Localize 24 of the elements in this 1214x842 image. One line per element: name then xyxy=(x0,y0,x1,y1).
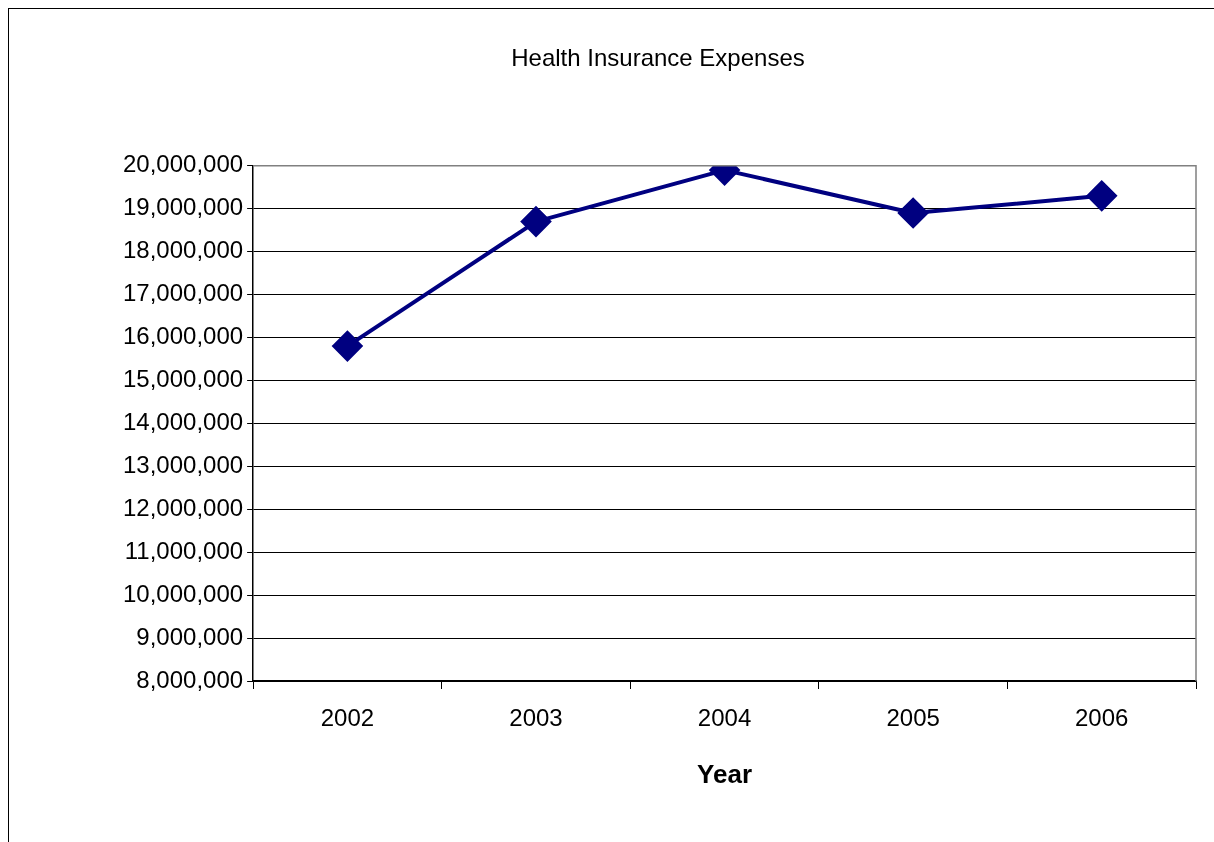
x-tick-label: 2006 xyxy=(1075,704,1129,732)
point xyxy=(1086,180,1117,211)
y-tick-label: 18,000,000 xyxy=(122,236,244,264)
y-tick-label: 15,000,000 xyxy=(122,365,244,393)
y-tick-label: 17,000,000 xyxy=(122,279,244,307)
x-tick-label: 2002 xyxy=(320,704,375,732)
y-tick-label: 14,000,000 xyxy=(122,408,244,436)
y-tick-label: 10,000,000 xyxy=(122,579,244,607)
y-tick-label: 8,000,000 xyxy=(136,665,244,693)
y-tick-label: 13,000,000 xyxy=(122,450,244,478)
chart-title: Health Insurance Expenses xyxy=(511,44,805,72)
y-tick-label: 20,000,000 xyxy=(122,150,244,178)
point xyxy=(898,198,929,229)
x-tick-label: 2004 xyxy=(697,704,752,732)
y-tick-label: 12,000,000 xyxy=(122,493,244,521)
x-axis-title: Year xyxy=(697,758,753,789)
y-tick-label: 16,000,000 xyxy=(122,322,244,350)
y-tick-label: 19,000,000 xyxy=(122,193,244,221)
point xyxy=(520,206,551,237)
x-tick-label: 2003 xyxy=(509,704,563,732)
y-tick-label: 9,000,000 xyxy=(136,622,244,650)
point xyxy=(332,331,363,362)
y-tick-label: 11,000,000 xyxy=(124,536,244,564)
x-tick-label: 2005 xyxy=(886,704,940,732)
